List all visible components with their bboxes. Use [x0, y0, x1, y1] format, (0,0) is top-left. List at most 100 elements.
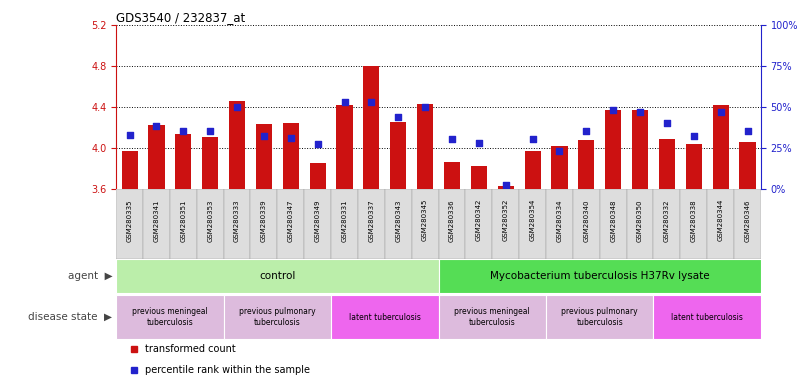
Bar — [654, 295, 761, 339]
Text: GSM280351: GSM280351 — [180, 199, 187, 242]
Bar — [175, 134, 191, 189]
Bar — [116, 295, 223, 339]
Text: transformed count: transformed count — [145, 344, 236, 354]
Text: previous pulmonary
tuberculosis: previous pulmonary tuberculosis — [239, 307, 316, 327]
Point — [338, 99, 351, 105]
Bar — [364, 66, 380, 189]
Bar — [680, 189, 707, 259]
Bar — [439, 259, 761, 293]
Text: previous meningeal
tuberculosis: previous meningeal tuberculosis — [132, 307, 207, 327]
Bar — [223, 189, 251, 259]
Bar — [417, 104, 433, 189]
Point — [607, 107, 620, 113]
Text: GSM280331: GSM280331 — [341, 199, 348, 242]
Point — [473, 140, 485, 146]
Text: latent tuberculosis: latent tuberculosis — [671, 313, 743, 321]
Bar — [493, 189, 519, 259]
Text: disease state  ▶: disease state ▶ — [28, 312, 112, 322]
Bar — [202, 137, 218, 189]
Bar — [654, 189, 680, 259]
Point — [741, 128, 754, 134]
Bar — [525, 151, 541, 189]
Bar — [739, 142, 755, 189]
Bar — [713, 105, 729, 189]
Bar — [471, 166, 487, 189]
Bar — [519, 189, 546, 259]
Bar — [148, 125, 164, 189]
Bar — [384, 189, 412, 259]
Point — [284, 135, 297, 141]
Bar — [309, 163, 326, 189]
Point — [203, 128, 216, 134]
Bar — [546, 189, 573, 259]
Bar — [573, 189, 600, 259]
Bar — [578, 141, 594, 189]
Text: GDS3540 / 232837_at: GDS3540 / 232837_at — [116, 11, 245, 24]
Point — [365, 99, 378, 105]
Bar — [170, 189, 197, 259]
Text: GSM280344: GSM280344 — [718, 199, 723, 242]
Point — [661, 120, 674, 126]
Point — [687, 133, 700, 139]
Text: GSM280335: GSM280335 — [127, 199, 133, 242]
Text: GSM280349: GSM280349 — [315, 199, 320, 242]
Text: GSM280342: GSM280342 — [476, 199, 482, 242]
Text: GSM280334: GSM280334 — [557, 199, 562, 242]
Point — [419, 104, 432, 110]
Text: control: control — [260, 271, 296, 281]
Text: GSM280353: GSM280353 — [207, 199, 213, 242]
Text: GSM280343: GSM280343 — [395, 199, 401, 242]
Bar — [331, 295, 439, 339]
Text: GSM280341: GSM280341 — [154, 199, 159, 242]
Text: Mycobacterium tuberculosis H37Rv lysate: Mycobacterium tuberculosis H37Rv lysate — [490, 271, 710, 281]
Bar — [283, 123, 299, 189]
Bar — [626, 189, 654, 259]
Bar — [444, 162, 460, 189]
Text: GSM280333: GSM280333 — [234, 199, 240, 242]
Bar — [632, 110, 648, 189]
Bar — [143, 189, 170, 259]
Bar — [256, 124, 272, 189]
Text: GSM280348: GSM280348 — [610, 199, 616, 242]
Text: GSM280332: GSM280332 — [664, 199, 670, 242]
Bar — [707, 189, 734, 259]
Text: GSM280340: GSM280340 — [583, 199, 590, 242]
Bar — [277, 189, 304, 259]
Bar — [412, 189, 439, 259]
Bar — [439, 189, 465, 259]
Bar — [223, 295, 331, 339]
Bar — [686, 144, 702, 189]
Point — [580, 128, 593, 134]
Text: GSM280352: GSM280352 — [503, 199, 509, 242]
Text: GSM280346: GSM280346 — [744, 199, 751, 242]
Point — [553, 148, 566, 154]
Point — [231, 104, 244, 110]
Text: latent tuberculosis: latent tuberculosis — [349, 313, 421, 321]
Point — [312, 141, 324, 147]
Bar — [251, 189, 277, 259]
Text: GSM280354: GSM280354 — [529, 199, 536, 242]
Bar — [116, 189, 143, 259]
Bar — [551, 146, 567, 189]
Bar — [229, 101, 245, 189]
Text: previous pulmonary
tuberculosis: previous pulmonary tuberculosis — [562, 307, 638, 327]
Bar — [197, 189, 223, 259]
Bar — [122, 151, 138, 189]
Text: GSM280345: GSM280345 — [422, 199, 428, 242]
Bar — [304, 189, 331, 259]
Bar — [605, 110, 622, 189]
Point — [634, 109, 646, 115]
Point — [392, 114, 405, 120]
Point — [526, 136, 539, 142]
Bar — [331, 189, 358, 259]
Text: agent  ▶: agent ▶ — [67, 271, 112, 281]
Bar — [546, 295, 654, 339]
Bar — [336, 105, 352, 189]
Bar — [497, 187, 513, 189]
Point — [499, 182, 512, 188]
Text: GSM280347: GSM280347 — [288, 199, 294, 242]
Text: GSM280338: GSM280338 — [690, 199, 697, 242]
Point — [445, 136, 458, 142]
Text: GSM280337: GSM280337 — [368, 199, 374, 242]
Bar — [659, 139, 675, 189]
